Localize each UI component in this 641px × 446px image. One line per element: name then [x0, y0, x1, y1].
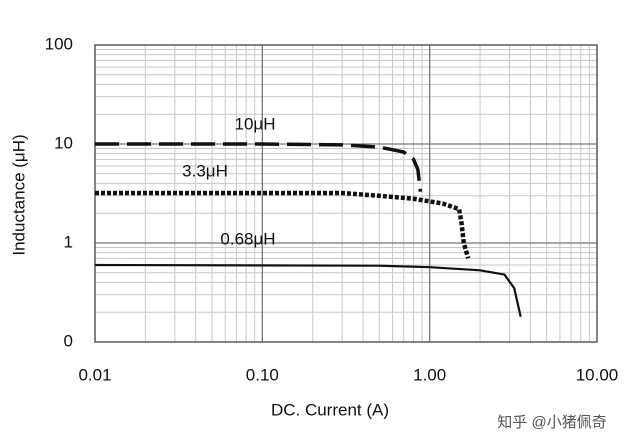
series-line	[94, 263, 522, 317]
x-tick-label: 0.10	[246, 365, 279, 384]
series-label: 10μH	[235, 114, 276, 133]
y-tick-label: 100	[45, 34, 73, 53]
x-tick-label: 1.00	[413, 365, 446, 384]
y-tick-label: 10	[54, 133, 73, 152]
x-tick-label: 10.00	[576, 365, 619, 384]
series-line	[95, 142, 423, 192]
series-label: 0.68μH	[220, 229, 275, 248]
x-axis-label: DC. Current (A)	[271, 400, 389, 419]
x-tick-label: 0.01	[78, 365, 111, 384]
y-axis-label: Inductance (μH)	[9, 134, 28, 255]
series-line	[95, 190, 471, 259]
y-tick-label: 1	[64, 232, 73, 251]
y-tick-label: 0	[64, 331, 73, 350]
series-label: 3.3μH	[182, 161, 228, 180]
watermark: 知乎 @小猪佩奇	[497, 414, 606, 431]
